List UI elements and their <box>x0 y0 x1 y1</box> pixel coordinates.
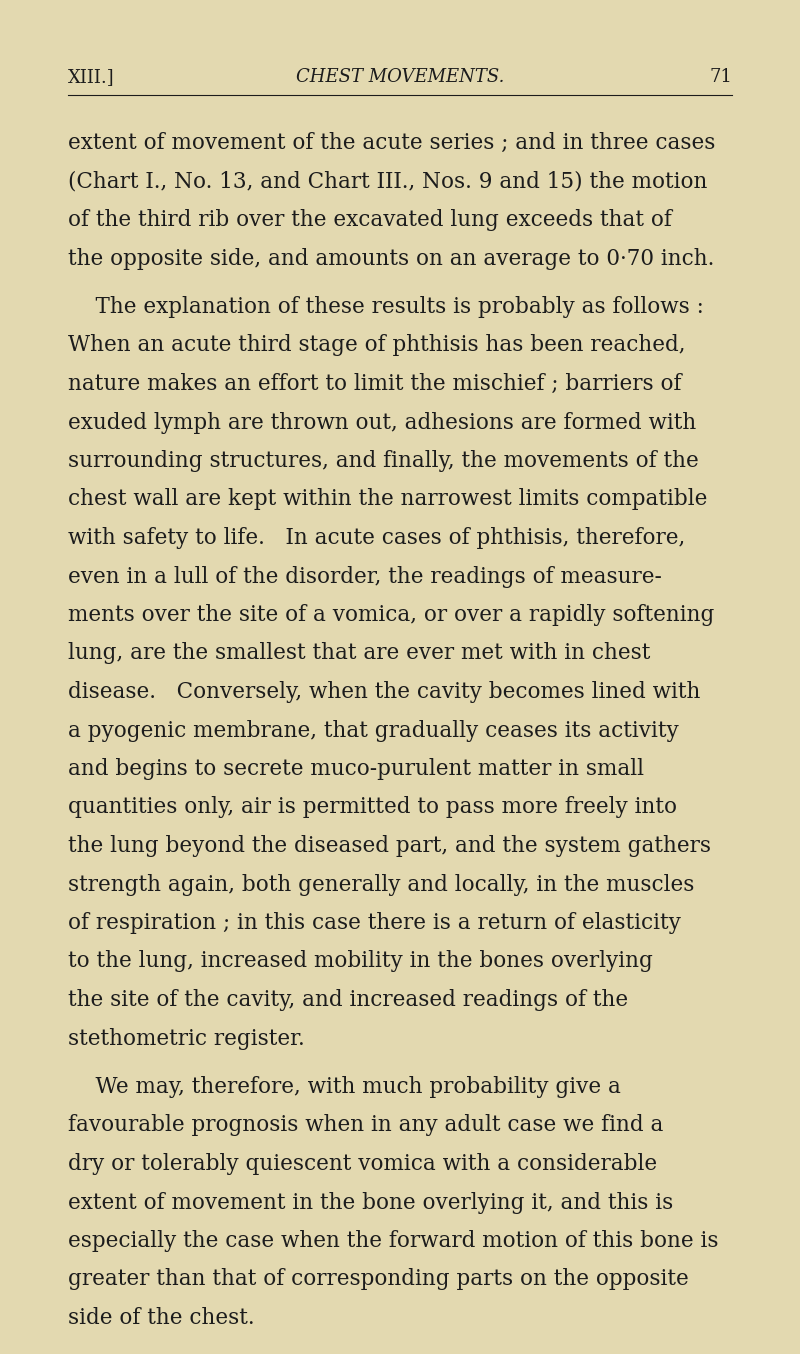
Text: The explanation of these results is probably as follows :: The explanation of these results is prob… <box>68 297 704 318</box>
Text: chest wall are kept within the narrowest limits compatible: chest wall are kept within the narrowest… <box>68 489 707 510</box>
Text: (Chart I., No. 13, and Chart III., Nos. 9 and 15) the motion: (Chart I., No. 13, and Chart III., Nos. … <box>68 171 707 192</box>
Text: CHEST MOVEMENTS.: CHEST MOVEMENTS. <box>296 68 504 87</box>
Text: to the lung, increased mobility in the bones overlying: to the lung, increased mobility in the b… <box>68 951 653 972</box>
Text: We may, therefore, with much probability give a: We may, therefore, with much probability… <box>68 1076 621 1098</box>
Text: extent of movement of the acute series ; and in three cases: extent of movement of the acute series ;… <box>68 131 715 154</box>
Text: the lung beyond the diseased part, and the system gathers: the lung beyond the diseased part, and t… <box>68 835 711 857</box>
Text: and begins to secrete muco-purulent matter in small: and begins to secrete muco-purulent matt… <box>68 758 644 780</box>
Text: When an acute third stage of phthisis has been reached,: When an acute third stage of phthisis ha… <box>68 334 686 356</box>
Text: of the third rib over the excavated lung exceeds that of: of the third rib over the excavated lung… <box>68 209 672 232</box>
Text: extent of movement in the bone overlying it, and this is: extent of movement in the bone overlying… <box>68 1192 674 1213</box>
Text: greater than that of corresponding parts on the opposite: greater than that of corresponding parts… <box>68 1269 689 1290</box>
Text: 71: 71 <box>709 68 732 87</box>
Text: the site of the cavity, and increased readings of the: the site of the cavity, and increased re… <box>68 988 628 1011</box>
Text: surrounding structures, and finally, the movements of the: surrounding structures, and finally, the… <box>68 450 698 473</box>
Text: nature makes an effort to limit the mischief ; barriers of: nature makes an effort to limit the misc… <box>68 372 682 395</box>
Text: quantities only, air is permitted to pass more freely into: quantities only, air is permitted to pas… <box>68 796 677 819</box>
Text: of respiration ; in this case there is a return of elasticity: of respiration ; in this case there is a… <box>68 913 681 934</box>
Text: the opposite side, and amounts on an average to 0·70 inch.: the opposite side, and amounts on an ave… <box>68 248 714 269</box>
Text: stethometric register.: stethometric register. <box>68 1028 305 1049</box>
Text: ments over the site of a vomica, or over a rapidly softening: ments over the site of a vomica, or over… <box>68 604 714 626</box>
Text: with safety to life.   In acute cases of phthisis, therefore,: with safety to life. In acute cases of p… <box>68 527 686 548</box>
Text: strength again, both generally and locally, in the muscles: strength again, both generally and local… <box>68 873 694 895</box>
Text: disease.   Conversely, when the cavity becomes lined with: disease. Conversely, when the cavity bec… <box>68 681 700 703</box>
Text: XIII.]: XIII.] <box>68 68 114 87</box>
Text: even in a lull of the disorder, the readings of measure-: even in a lull of the disorder, the read… <box>68 566 662 588</box>
Text: especially the case when the forward motion of this bone is: especially the case when the forward mot… <box>68 1229 718 1252</box>
Text: a pyogenic membrane, that gradually ceases its activity: a pyogenic membrane, that gradually ceas… <box>68 719 678 742</box>
Text: favourable prognosis when in any adult case we find a: favourable prognosis when in any adult c… <box>68 1114 663 1136</box>
Text: side of the chest.: side of the chest. <box>68 1307 254 1330</box>
Text: lung, are the smallest that are ever met with in chest: lung, are the smallest that are ever met… <box>68 643 650 665</box>
Text: dry or tolerably quiescent vomica with a considerable: dry or tolerably quiescent vomica with a… <box>68 1154 657 1175</box>
Text: exuded lymph are thrown out, adhesions are formed with: exuded lymph are thrown out, adhesions a… <box>68 412 696 433</box>
